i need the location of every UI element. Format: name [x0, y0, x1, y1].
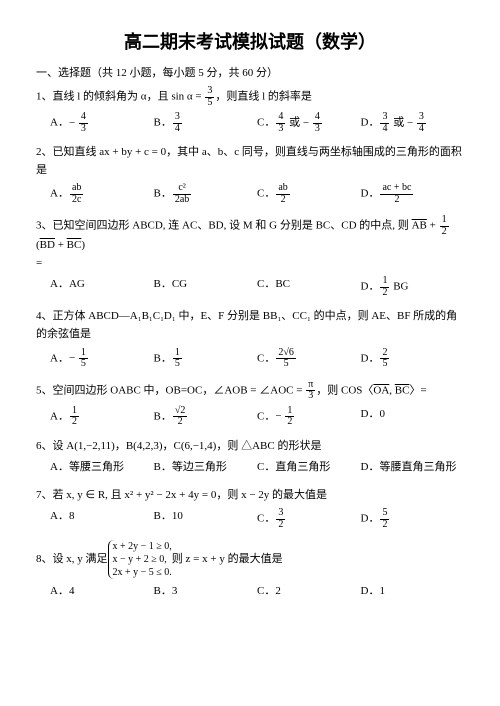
- option: C．32: [257, 508, 361, 530]
- question: 4、正方体 ABCD—A₁B₁C₁D₁ 中，E、F 分别是 BB₁、CC₁ 的中…: [36, 308, 464, 369]
- question: 3、已知空间四边形 ABCD, 连 AC、BD, 设 M 和 G 分别是 BC、…: [36, 215, 464, 298]
- option: A．等腰三角形: [50, 459, 154, 477]
- option: C．− 12: [257, 406, 361, 428]
- option: A．12: [50, 406, 154, 428]
- options-row: A．AGB．CGC．BCD．12 BG: [50, 276, 464, 298]
- option: C．2: [257, 583, 361, 601]
- option: B．CG: [154, 276, 258, 298]
- section-header: 一、选择题（共 12 小题，每小题 5 分，共 60 分）: [36, 64, 464, 80]
- option: D．12 BG: [361, 276, 465, 298]
- question: 7、若 x, y ∈ R, 且 x² + y² − 2x + 4y = 0，则 …: [36, 487, 464, 531]
- option: B．√22: [154, 406, 258, 428]
- option: B．15: [154, 348, 258, 370]
- option: D．25: [361, 348, 465, 370]
- question: 8、设 x, y 满足 x + 2y − 1 ≥ 0,x − y + 2 ≥ 0…: [36, 540, 464, 601]
- options-row: A．− 15B．15C．2√65D．25: [50, 348, 464, 370]
- question: 5、空间四边形 OABC 中，OB=OC，∠AOB = ∠AOC = π3，则 …: [36, 380, 464, 428]
- option: D．ac + bc2: [361, 183, 465, 205]
- option: B．10: [154, 508, 258, 530]
- question: 2、已知直线 ax + by + c = 0，其中 a、b、c 同号，则直线与两…: [36, 144, 464, 205]
- option: C．直角三角形: [257, 459, 361, 477]
- options-row: A．ab2cB．c²2abC．ab2D．ac + bc2: [50, 183, 464, 205]
- option: C．43 或 − 43: [257, 112, 361, 134]
- question: 1、直线 l 的倾斜角为 α，且 sin α = 35，则直线 l 的斜率是A．…: [36, 86, 464, 134]
- option: D．0: [361, 406, 465, 428]
- options-row: A．4B．3C．2D．1: [50, 583, 464, 601]
- page-title: 高二期末考试模拟试题（数学）: [36, 28, 464, 54]
- option: D．34 或 − 34: [361, 112, 465, 134]
- option: B．34: [154, 112, 258, 134]
- option: A．4: [50, 583, 154, 601]
- option: C．ab2: [257, 183, 361, 205]
- option: B．等边三角形: [154, 459, 258, 477]
- question: 6、设 A(1,−2,11)，B(4,2,3)，C(6,−1,4)，则 △ABC…: [36, 438, 464, 477]
- option: C．2√65: [257, 348, 361, 370]
- option: A．AG: [50, 276, 154, 298]
- option: A．8: [50, 508, 154, 530]
- options-row: A．− 43B．34C．43 或 − 43D．34 或 − 34: [50, 112, 464, 134]
- option: A．ab2c: [50, 183, 154, 205]
- option: C．BC: [257, 276, 361, 298]
- option: B．3: [154, 583, 258, 601]
- options-row: A．等腰三角形B．等边三角形C．直角三角形D．等腰直角三角形: [50, 459, 464, 477]
- option: D．1: [361, 583, 465, 601]
- options-row: A．12B．√22C．− 12D．0: [50, 406, 464, 428]
- options-row: A．8B．10C．32D．52: [50, 508, 464, 530]
- option: B．c²2ab: [154, 183, 258, 205]
- option: A．− 43: [50, 112, 154, 134]
- option: D．52: [361, 508, 465, 530]
- option: D．等腰直角三角形: [361, 459, 465, 477]
- option: A．− 15: [50, 348, 154, 370]
